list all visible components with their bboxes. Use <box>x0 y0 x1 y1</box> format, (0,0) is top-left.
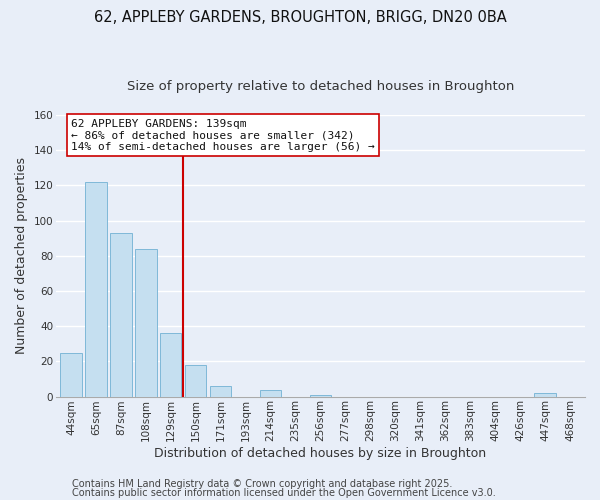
Title: Size of property relative to detached houses in Broughton: Size of property relative to detached ho… <box>127 80 514 93</box>
Text: 62, APPLEBY GARDENS, BROUGHTON, BRIGG, DN20 0BA: 62, APPLEBY GARDENS, BROUGHTON, BRIGG, D… <box>94 10 506 25</box>
Bar <box>185 365 206 396</box>
Bar <box>310 395 331 396</box>
Bar <box>61 352 82 397</box>
Text: 62 APPLEBY GARDENS: 139sqm
← 86% of detached houses are smaller (342)
14% of sem: 62 APPLEBY GARDENS: 139sqm ← 86% of deta… <box>71 118 375 152</box>
Bar <box>535 393 556 396</box>
Text: Contains HM Land Registry data © Crown copyright and database right 2025.: Contains HM Land Registry data © Crown c… <box>72 479 452 489</box>
Bar <box>160 333 181 396</box>
Bar <box>210 386 232 396</box>
Y-axis label: Number of detached properties: Number of detached properties <box>15 158 28 354</box>
X-axis label: Distribution of detached houses by size in Broughton: Distribution of detached houses by size … <box>154 447 487 460</box>
Bar <box>135 248 157 396</box>
Bar <box>110 233 131 396</box>
Text: Contains public sector information licensed under the Open Government Licence v3: Contains public sector information licen… <box>72 488 496 498</box>
Bar <box>85 182 107 396</box>
Bar <box>260 390 281 396</box>
